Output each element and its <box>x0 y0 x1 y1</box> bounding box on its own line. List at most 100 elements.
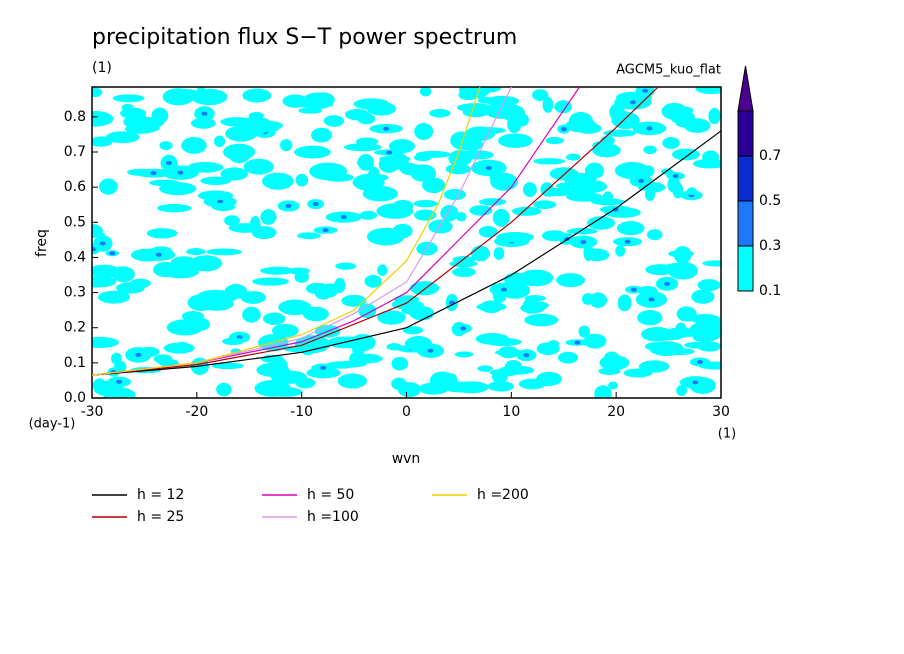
texture-blob <box>697 279 721 292</box>
texture-blob <box>99 178 118 195</box>
texture-blob <box>389 139 415 154</box>
texture-blob <box>285 203 292 208</box>
texture-blob <box>419 87 432 97</box>
texture-blob <box>386 150 393 155</box>
texture-blob <box>520 302 546 314</box>
series-line <box>92 87 659 376</box>
texture-blob <box>298 107 323 114</box>
texture-blob <box>260 266 296 275</box>
texture-blob <box>642 88 649 93</box>
texture-blob <box>662 137 680 150</box>
x-tick-label: -10 <box>290 404 313 420</box>
texture-blob <box>443 188 467 201</box>
chart-title: precipitation flux S−T power spectrum <box>92 25 517 50</box>
texture-blob <box>383 126 390 131</box>
texture-blob <box>378 155 400 173</box>
texture-blob <box>358 303 377 319</box>
texture-blob <box>584 248 610 262</box>
texture-blob <box>675 322 687 337</box>
texture-blob <box>186 248 206 256</box>
texture-blob <box>574 340 581 345</box>
texture-blob <box>262 172 294 190</box>
texture-blob <box>116 379 123 384</box>
texture-blob <box>479 198 507 206</box>
texture-blob <box>392 199 414 212</box>
texture-blob <box>532 89 549 101</box>
texture-blob <box>566 153 581 161</box>
annotation: AGCM5_kuo_flat <box>616 63 721 78</box>
texture-blob <box>487 381 514 392</box>
texture-blob <box>404 336 433 352</box>
texture-blob <box>252 277 289 286</box>
texture-blob <box>566 228 598 235</box>
texture-blob <box>162 88 195 106</box>
texture-blob <box>464 126 496 141</box>
texture-blob <box>428 219 453 234</box>
texture-blob <box>708 107 721 125</box>
texture-blob <box>485 165 492 170</box>
texture-blob <box>690 313 721 324</box>
texture-blob <box>162 263 200 279</box>
texture-blob <box>206 248 243 256</box>
y-tick-label: 0.4 <box>64 249 86 265</box>
texture-blob <box>155 252 162 257</box>
texture-blob <box>110 352 122 365</box>
texture-blob <box>702 260 721 267</box>
texture-blob <box>357 113 376 125</box>
texture-blob <box>340 215 347 220</box>
texture-blob <box>149 179 180 187</box>
texture-blob <box>243 158 274 175</box>
y-axis-label: freq <box>34 229 50 257</box>
subtitle: (1) <box>92 60 112 76</box>
texture-blob <box>129 116 165 129</box>
texture-blob <box>697 341 721 352</box>
texture-blob <box>211 202 236 212</box>
texture-blob <box>664 281 671 286</box>
x-tick-label: -20 <box>185 404 208 420</box>
texture-blob <box>311 127 333 143</box>
texture-blob <box>217 199 224 204</box>
texture-blob <box>337 373 368 389</box>
texture-blob <box>470 245 491 262</box>
texture-blob <box>404 300 424 316</box>
colorbar-label: 0.1 <box>759 283 781 299</box>
texture-blob <box>357 157 371 168</box>
colorbar-label: 0.7 <box>759 148 781 164</box>
texture-blob <box>105 131 140 144</box>
texture-blob <box>166 161 173 166</box>
texture-blob <box>92 136 113 147</box>
legend-label: h = 12 <box>137 487 184 503</box>
texture-blob <box>268 387 303 397</box>
texture-blob <box>92 110 114 127</box>
texture-blob <box>612 207 619 212</box>
texture-blob <box>240 291 266 304</box>
texture-blob <box>260 209 277 225</box>
texture-blob <box>644 342 668 351</box>
texture-blob <box>497 346 520 359</box>
texture-blob <box>414 123 434 140</box>
texture-blob <box>181 311 205 322</box>
texture-blob <box>229 149 250 164</box>
texture-blob <box>547 340 560 348</box>
texture-blob <box>616 221 645 236</box>
texture-blob <box>242 88 272 103</box>
colorbar-label: 0.3 <box>759 238 781 254</box>
y-tick-label: 0.8 <box>64 109 86 125</box>
texture-blob <box>594 385 612 398</box>
texture-blob <box>111 266 135 283</box>
texture-blob <box>568 111 593 130</box>
colorbar-segment <box>737 155 754 202</box>
texture-blob <box>558 351 579 364</box>
texture-blob <box>377 264 388 276</box>
colorbar-segment <box>737 245 754 292</box>
texture-blob <box>402 326 424 335</box>
texture-blob <box>391 356 409 371</box>
texture-blob <box>492 369 508 384</box>
texture-blob <box>673 246 692 264</box>
texture-blob <box>224 215 240 226</box>
x-tick-label: 0 <box>402 404 411 420</box>
texture-blob <box>524 313 559 327</box>
legend-label: h =200 <box>477 487 529 503</box>
y-tick-label: 0.6 <box>64 179 86 195</box>
